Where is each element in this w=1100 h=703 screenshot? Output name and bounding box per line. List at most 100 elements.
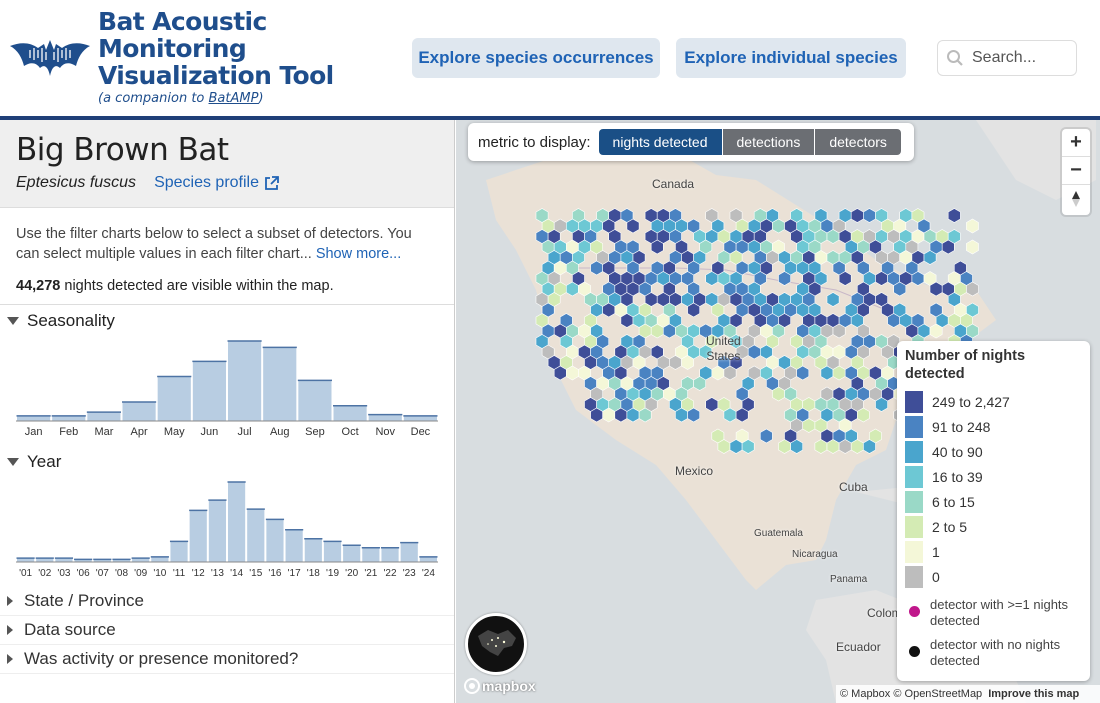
hexbin-cell[interactable] [826,292,840,307]
mapbox-attribution-link[interactable]: © Mapbox [840,688,891,700]
hexbin-cell[interactable] [681,355,694,370]
year-tick-label: '19 [326,568,339,579]
state-section-toggle[interactable]: State / Province [0,587,454,616]
seasonality-bar[interactable] [16,415,52,422]
hexbin-cell[interactable] [687,407,700,423]
hexbin-cell[interactable] [832,323,846,339]
hexbin-cell[interactable] [929,323,943,339]
app-logo[interactable]: Bat Acoustic Monitoring Visualization To… [8,8,334,106]
map-label-united-states: United States [706,334,741,363]
year-bar[interactable] [207,499,227,563]
show-more-link[interactable]: Show more... [315,246,402,262]
globe-icon [478,630,516,656]
year-chart[interactable]: '01 '02 '03 '06 '07 '08 '09 '10 '11 '12 '13 '14 '15 '… [16,472,440,587]
year-bar[interactable] [284,529,304,563]
seasonality-tick-label: Sep [305,426,325,438]
year-bar[interactable] [418,556,438,563]
year-tick-label: '11 [173,568,186,579]
year-bar[interactable] [246,508,266,563]
year-bar[interactable] [361,547,381,563]
seasonality-bar[interactable] [367,414,403,422]
hexbin-cell[interactable] [778,271,791,286]
hexbin-cell[interactable] [693,376,706,391]
legend-label: 0 [932,568,940,585]
metric-detections-button[interactable]: detections [721,129,815,155]
legend-swatch [905,515,923,538]
header-divider [0,116,1100,120]
hexbin-cell[interactable] [947,208,961,223]
hexbin-cell[interactable] [856,407,870,423]
hexbin-cell[interactable] [790,439,804,454]
year-bar[interactable] [399,542,419,563]
chevron-right-icon [7,625,13,635]
mapbox-logo[interactable]: mapbox [464,678,536,694]
year-bar[interactable] [322,540,343,563]
hexbin-cell[interactable] [741,439,755,454]
zoom-controls: + − [1062,129,1090,215]
legend-label: 249 to 2,427 [932,393,1010,410]
improve-map-link[interactable]: Improve this map [988,688,1080,700]
hexbin-cell[interactable] [796,365,810,381]
year-bar[interactable] [342,544,362,563]
year-bar[interactable] [169,540,189,563]
hexbin-cell[interactable] [863,439,876,454]
basemap-toggle[interactable] [465,613,527,675]
hexbin-cell[interactable] [966,281,979,297]
seasonality-bar[interactable] [51,415,87,422]
species-profile-link[interactable]: Species profile [154,174,280,192]
monitored-section-toggle[interactable]: Was activity or presence monitored? [0,645,454,674]
hexbin-cell[interactable] [723,365,737,381]
zoom-out-button[interactable]: − [1062,157,1090,185]
hexbin-cell[interactable] [699,344,713,360]
year-bar[interactable] [227,481,247,563]
hexbin-cell[interactable] [923,250,937,265]
hexbin-cell[interactable] [626,218,640,234]
app-subtitle: (a companion to BatAMP) [98,91,264,106]
seasonality-bar[interactable] [332,405,368,422]
legend-swatch [905,465,923,488]
year-bar[interactable] [380,547,400,563]
seasonality-bar[interactable] [191,360,227,422]
year-bar[interactable] [303,538,323,563]
hexbin-cell[interactable] [966,218,979,234]
map-view[interactable]: Canada United States Mexico Cuba Guatema… [456,120,1100,703]
explore-species-button[interactable]: Explore individual species [676,38,906,78]
metric-detectors-button[interactable]: detectors [814,129,901,155]
seasonality-bar[interactable] [297,379,333,422]
metric-nights-detected-button[interactable]: nights detected [598,129,722,155]
compass-button[interactable] [1062,185,1090,213]
explore-occurrences-button[interactable]: Explore species occurrences [412,38,660,78]
year-bar[interactable] [188,509,208,563]
seasonality-bar[interactable] [121,401,157,422]
seasonality-chart[interactable]: Jan Feb Mar Apr May Jun Jul Aug Sep Oct Nov Dec [16,331,440,446]
seasonality-bar[interactable] [156,376,192,422]
hexbin-cell[interactable] [893,281,907,297]
hexbin-cell[interactable] [638,407,652,423]
hexbin-cell[interactable] [687,302,700,318]
hexbin-cell[interactable] [875,397,888,412]
legend-swatch [905,415,923,438]
zoom-in-button[interactable]: + [1062,129,1090,157]
batamp-link[interactable]: BatAMP [208,91,259,106]
hexbin-cell[interactable] [735,407,749,423]
hexbin-cell[interactable] [941,239,955,255]
seasonality-section-toggle[interactable]: Seasonality [0,305,454,331]
map-label-cuba: Cuba [839,480,868,494]
hexbin-cell[interactable] [650,239,664,255]
seasonality-bar[interactable] [402,415,439,422]
data-source-section-toggle[interactable]: Data source [0,616,454,645]
year-bar[interactable] [150,556,170,563]
search-input[interactable]: Search... [937,40,1077,76]
year-tick-label: '12 [192,568,205,579]
seasonality-bar[interactable] [262,346,298,422]
year-bar[interactable] [265,518,285,563]
hexbin-cell[interactable] [759,428,773,444]
osm-attribution-link[interactable]: © OpenStreetMap [893,688,983,700]
hexbin-cell[interactable] [838,271,852,286]
map-label-mexico: Mexico [675,464,714,478]
year-tick-label: '07 [96,568,109,579]
seasonality-bar[interactable] [227,340,263,422]
year-section-toggle[interactable]: Year [0,446,454,472]
hexbin-cell[interactable] [966,239,979,255]
seasonality-bar[interactable] [86,411,122,422]
